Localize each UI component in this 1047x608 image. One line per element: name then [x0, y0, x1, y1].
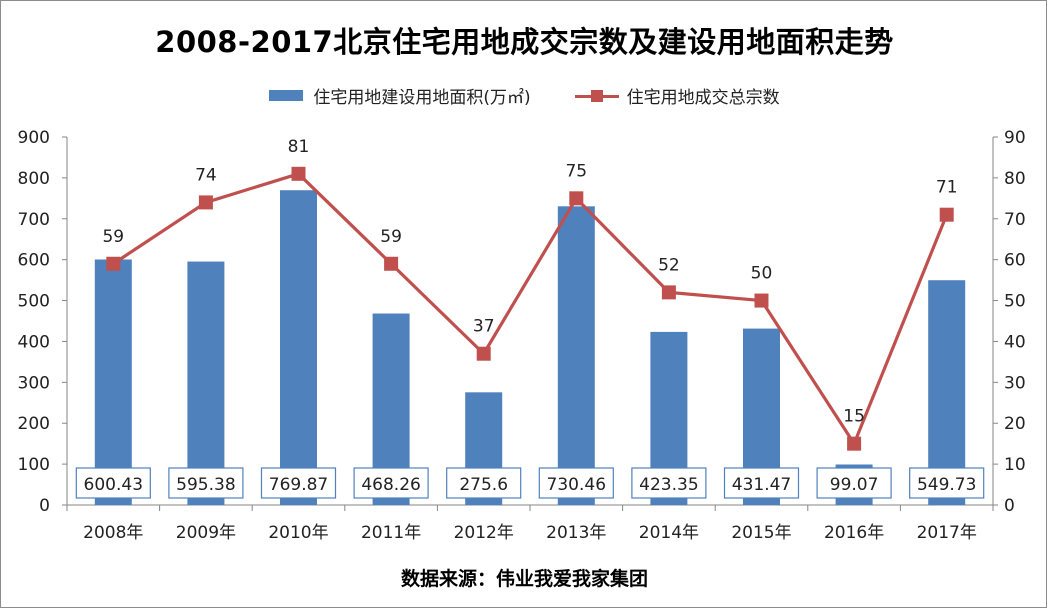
- y-left-tick-label: 900: [18, 128, 50, 148]
- line-data-label: 74: [195, 165, 217, 185]
- bar-data-label: 431.47: [732, 475, 791, 495]
- line-marker: [476, 346, 491, 361]
- bar-data-label: 99.07: [830, 475, 879, 495]
- y-right-tick-label: 20: [1004, 414, 1026, 434]
- y-left-tick-label: 600: [18, 251, 50, 271]
- legend-item-line-series: 住宅用地成交总宗数: [574, 83, 780, 108]
- bar-data-label-box: [353, 467, 429, 499]
- line-marker: [291, 166, 306, 181]
- line-series-path: [112, 172, 949, 446]
- bar-data-label-box: [631, 467, 707, 499]
- y-left-tick-label: 0: [39, 496, 50, 516]
- y-right-tick-label: 30: [1004, 373, 1026, 393]
- y-right-tick-label: 10: [1004, 455, 1026, 475]
- bar-data-label: 600.43: [84, 475, 143, 495]
- y-left-tick-label: 800: [18, 169, 50, 189]
- line-marker: [569, 191, 584, 206]
- line-marker: [106, 256, 121, 271]
- x-tick-label: 2014年: [639, 523, 699, 543]
- y-right-tick-label: 70: [1004, 210, 1026, 230]
- x-tick-label: 2017年: [917, 523, 977, 543]
- line-data-label: 75: [565, 161, 587, 181]
- y-right-tick-label: 60: [1004, 251, 1026, 271]
- x-tick-label: 2010年: [268, 523, 328, 543]
- x-tick-label: 2008年: [83, 523, 143, 543]
- line-data-label: 15: [843, 407, 865, 427]
- line-marker: [939, 207, 954, 222]
- y-left-tick-label: 300: [18, 373, 50, 393]
- bar: [280, 190, 317, 505]
- y-left-tick-label: 100: [18, 455, 50, 475]
- line-data-label: 59: [380, 227, 402, 247]
- y-right-tick-label: 90: [1004, 128, 1026, 148]
- bar-data-label: 730.46: [547, 475, 606, 495]
- y-left-tick-label: 400: [18, 332, 50, 352]
- legend-item-bar-series: 住宅用地建设用地面积(万㎡): [269, 83, 531, 108]
- y-left-tick-label: 700: [18, 210, 50, 230]
- x-tick-label: 2012年: [454, 523, 514, 543]
- x-tick-label: 2011年: [361, 523, 421, 543]
- line-marker: [384, 256, 399, 271]
- chart-title: 2008-2017北京住宅用地成交宗数及建设用地面积走势: [155, 25, 894, 59]
- x-tick-label: 2013年: [546, 523, 606, 543]
- bar-data-label-box: [538, 467, 614, 499]
- legend-bar-swatch: [269, 90, 304, 101]
- y-right-tick-label: 80: [1004, 169, 1026, 189]
- line-marker: [198, 195, 213, 210]
- bar-data-label: 468.26: [361, 475, 420, 495]
- y-right-tick-label: 40: [1004, 332, 1026, 352]
- source-note: 数据来源：伟业我爱我家集团: [400, 568, 648, 590]
- line-data-label: 37: [473, 317, 495, 337]
- line-data-label: 71: [936, 178, 958, 198]
- y-left-tick-label: 200: [18, 414, 50, 434]
- bar-data-label-box: [168, 467, 244, 499]
- line-data-label: 59: [102, 227, 124, 247]
- bar-data-label: 769.87: [269, 475, 328, 495]
- bar-data-label-box: [723, 467, 800, 499]
- chart-plot: 0 100 200 300 400 500 600 700 800 900 0 10 20 30 40 50 6…: [18, 128, 1026, 543]
- bar-data-label-box: [446, 467, 522, 499]
- bar: [557, 206, 595, 505]
- line-marker: [661, 285, 676, 300]
- x-tick-label: 2015年: [731, 523, 791, 543]
- bar-data-label-box: [75, 467, 151, 499]
- bar-data-label-box: [909, 467, 985, 499]
- legend-label-line-series: 住宅用地成交总宗数: [626, 88, 780, 108]
- line-marker: [847, 436, 862, 451]
- bar: [187, 261, 225, 505]
- x-tick-label: 2016年: [824, 523, 884, 543]
- legend-label-bar-series: 住宅用地建设用地面积(万㎡): [313, 88, 531, 108]
- bar-data-label-box: [260, 467, 337, 499]
- chart-legend: 住宅用地建设用地面积(万㎡) 住宅用地成交总宗数: [1, 83, 1047, 108]
- line-data-label: 81: [288, 137, 310, 157]
- bar-data-label: 275.6: [459, 475, 508, 495]
- bar-data-label: 423.35: [639, 475, 698, 495]
- legend-line-swatch: [574, 89, 619, 102]
- x-tick-label: 2009年: [176, 523, 236, 543]
- bar: [94, 259, 132, 505]
- line-marker: [754, 293, 769, 308]
- bar-data-label: 595.38: [176, 475, 235, 495]
- line-data-label: 50: [751, 264, 773, 284]
- y-left-tick-label: 500: [18, 292, 50, 312]
- line-data-label: 52: [658, 255, 680, 275]
- y-right-tick-label: 0: [1004, 496, 1015, 516]
- bar-data-label-box: [816, 467, 892, 499]
- bar-data-label: 549.73: [917, 475, 976, 495]
- y-right-tick-label: 50: [1004, 292, 1026, 312]
